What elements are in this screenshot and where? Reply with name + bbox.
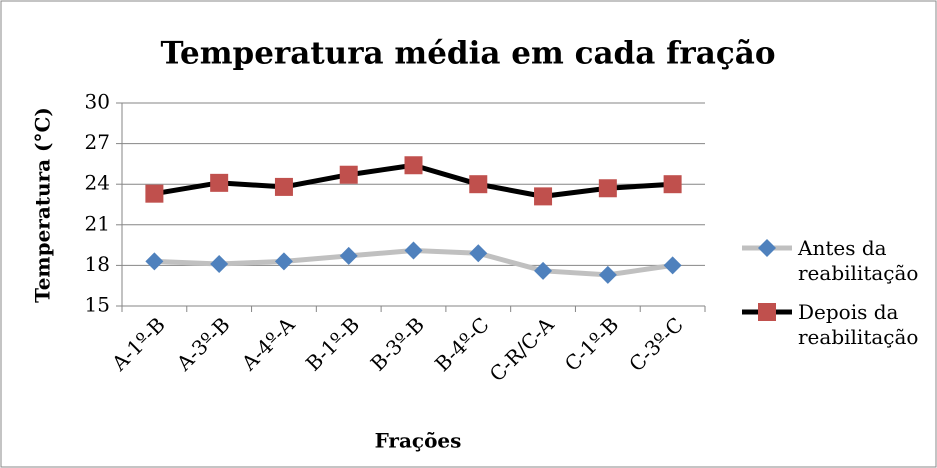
data-point — [145, 184, 164, 203]
data-point — [404, 156, 423, 175]
y-tick-label: 21 — [85, 211, 110, 235]
data-point — [339, 165, 358, 184]
data-point — [145, 252, 164, 271]
y-axis-title: Temperatura (°C) — [31, 107, 55, 303]
legend-label: Antes da reabilitação — [798, 236, 919, 285]
data-point — [469, 244, 488, 263]
y-tick-label: 15 — [85, 293, 110, 317]
data-point — [469, 175, 488, 194]
legend-swatch — [742, 303, 792, 321]
legend-swatch — [742, 239, 792, 257]
x-axis-title: Frações — [375, 429, 462, 453]
legend-marker — [758, 303, 776, 321]
data-point — [404, 241, 423, 260]
data-point — [274, 252, 293, 271]
data-point — [663, 175, 682, 194]
data-point — [210, 255, 229, 274]
data-point — [663, 256, 682, 275]
data-point — [598, 265, 617, 284]
y-tick-label: 24 — [85, 171, 110, 195]
data-point — [534, 261, 553, 280]
legend-entry: Antes da reabilitação — [742, 236, 936, 286]
data-point — [598, 179, 617, 198]
y-tick-label: 27 — [85, 130, 110, 154]
legend: Antes da reabilitação Depois da reabilita… — [742, 236, 936, 364]
legend-marker — [758, 239, 776, 257]
chart-title: Temperatura média em cada fração — [160, 36, 775, 72]
data-point — [210, 173, 229, 192]
legend-label: Depois da reabilitação — [798, 300, 919, 349]
data-point — [274, 177, 293, 196]
legend-entry: Depois da reabilitação — [742, 300, 936, 350]
data-point — [339, 246, 358, 265]
data-point — [534, 187, 553, 206]
y-tick-label: 18 — [85, 252, 110, 276]
y-tick-label: 30 — [85, 90, 110, 114]
